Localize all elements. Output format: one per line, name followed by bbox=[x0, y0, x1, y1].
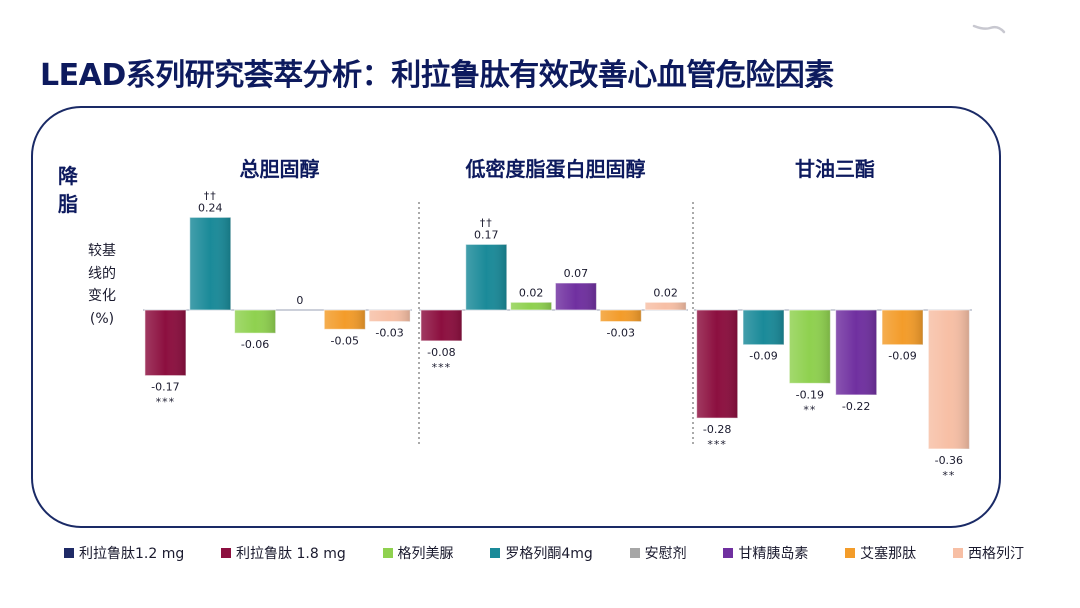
legend-item: 甘精胰岛素 bbox=[723, 543, 808, 563]
significance-marker: *** bbox=[707, 438, 727, 451]
legend-label: 罗格列酮4mg bbox=[505, 546, 593, 562]
data-label: 0.07 bbox=[564, 267, 589, 280]
bar-shading bbox=[696, 310, 738, 419]
legend-item: 艾塞那肽 bbox=[845, 543, 916, 563]
data-label: -0.06 bbox=[241, 338, 269, 351]
bar-shading bbox=[645, 302, 687, 310]
chart-frame bbox=[31, 106, 1001, 528]
data-label: 0.24 bbox=[198, 201, 223, 214]
data-label: -0.36 bbox=[935, 454, 963, 467]
data-label: -0.28 bbox=[703, 423, 731, 436]
bar-shading bbox=[369, 310, 411, 322]
data-label: 0.02 bbox=[519, 286, 544, 299]
panel-title: 甘油三酯 bbox=[795, 157, 875, 181]
bar-shading bbox=[743, 310, 784, 345]
legend-label: 甘精胰岛素 bbox=[738, 546, 809, 562]
legend-item: 格列美脲 bbox=[382, 543, 454, 563]
slide-title: LEAD系列研究荟萃分析：利拉鲁肽有效改善心血管危险因素 bbox=[40, 58, 834, 93]
legend-swatch bbox=[952, 548, 963, 558]
panel-title: 总胆固醇 bbox=[240, 157, 320, 181]
data-label: -0.03 bbox=[375, 327, 403, 340]
legend-label: 西格列汀 bbox=[967, 546, 1024, 562]
data-label: -0.08 bbox=[427, 346, 455, 359]
data-label: -0.19 bbox=[796, 388, 824, 401]
data-label: 0 bbox=[296, 294, 303, 307]
panel-title: 低密度脂蛋白胆固醇 bbox=[465, 157, 646, 181]
significance-marker: *** bbox=[156, 396, 176, 409]
legend-swatch bbox=[629, 548, 640, 558]
significance-marker: †† bbox=[204, 189, 217, 202]
bar-shading bbox=[510, 302, 552, 310]
data-label: -0.17 bbox=[151, 381, 179, 394]
legend-label: 格列美脲 bbox=[397, 546, 454, 562]
legend-item: 安慰剂 bbox=[629, 543, 687, 563]
bar-shading bbox=[928, 310, 970, 449]
bar-shading bbox=[420, 310, 462, 341]
bar-shading bbox=[835, 310, 877, 395]
bar-shading bbox=[789, 310, 831, 384]
significance-marker: *** bbox=[432, 361, 452, 374]
significance-marker: ** bbox=[942, 469, 955, 482]
legend-label: 艾塞那肽 bbox=[860, 546, 917, 562]
bar-shading bbox=[882, 310, 923, 345]
legend-swatch bbox=[845, 548, 856, 558]
bar-shading bbox=[555, 282, 597, 310]
legend-label: 利拉鲁肽1.2 mg bbox=[79, 546, 185, 562]
bar-shading bbox=[600, 310, 642, 322]
data-label: -0.22 bbox=[842, 400, 870, 413]
legend-swatch bbox=[382, 548, 393, 558]
legend-swatch bbox=[490, 548, 501, 558]
data-label: 0.02 bbox=[653, 286, 678, 299]
legend-swatch bbox=[723, 548, 734, 558]
data-label: -0.05 bbox=[331, 334, 359, 347]
bar-shading bbox=[324, 310, 366, 330]
legend-label: 利拉鲁肽 1.8 mg bbox=[236, 546, 346, 562]
significance-marker: ** bbox=[803, 403, 816, 416]
data-label: -0.09 bbox=[888, 350, 916, 363]
corner-decoration bbox=[972, 24, 1006, 34]
legend: 利拉鲁肽1.2 mg 利拉鲁肽 1.8 mg 格列美脲 罗格列酮4mg 安慰剂 甘精胰岛素… bbox=[64, 542, 1024, 564]
significance-marker: †† bbox=[480, 216, 493, 229]
legend-item: 利拉鲁肽 1.8 mg bbox=[221, 543, 346, 563]
bar-shading bbox=[234, 310, 276, 334]
legend-swatch bbox=[64, 548, 74, 558]
y-axis-title: 降脂 bbox=[58, 164, 78, 216]
bar-shading bbox=[189, 217, 231, 310]
data-label: 0.17 bbox=[474, 228, 499, 241]
legend-item: 西格列汀 bbox=[952, 543, 1024, 563]
bar-shading bbox=[144, 310, 186, 376]
y-axis-subtitle: 较基线的变化(%) bbox=[88, 243, 116, 327]
data-label: -0.09 bbox=[749, 350, 777, 363]
legend-swatch bbox=[221, 548, 232, 558]
legend-item: 利拉鲁肽1.2 mg bbox=[64, 543, 184, 563]
data-label: -0.03 bbox=[607, 327, 635, 340]
legend-label: 安慰剂 bbox=[644, 546, 687, 562]
bar-shading bbox=[465, 244, 507, 310]
legend-item: 罗格列酮4mg bbox=[490, 543, 593, 563]
